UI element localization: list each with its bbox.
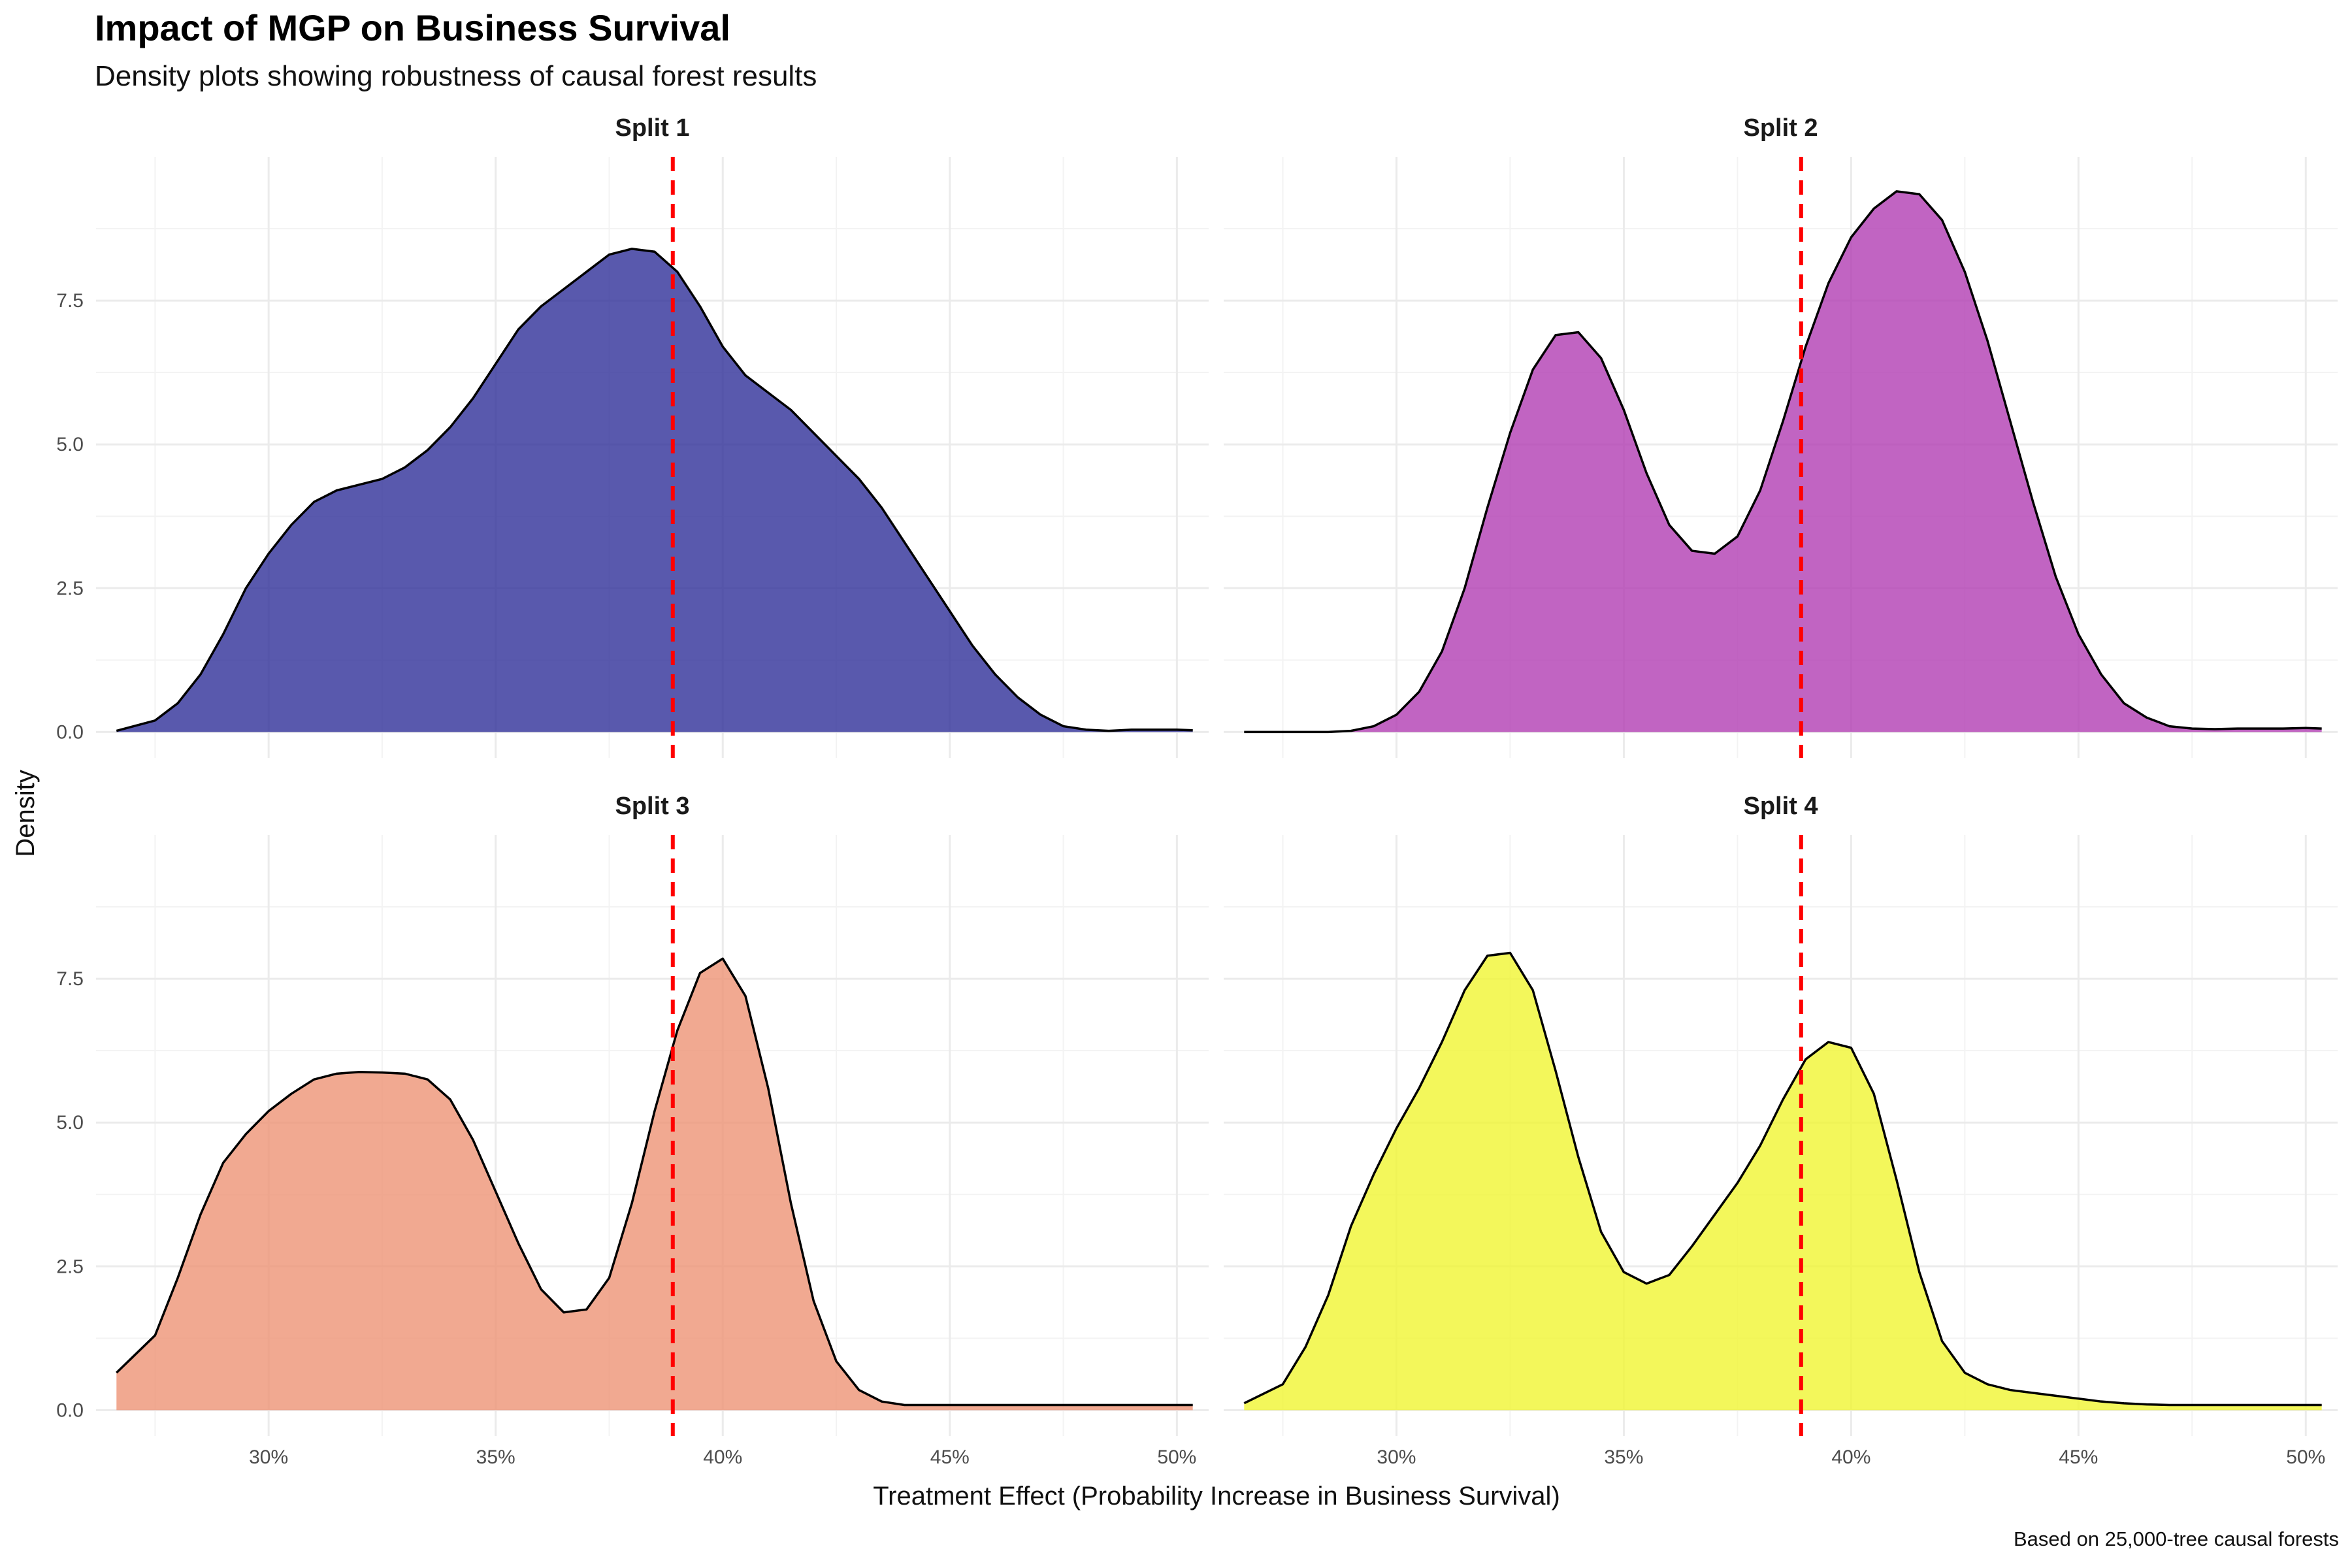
x-tick-label: 35% [1604, 1446, 1643, 1468]
x-tick-label: 45% [930, 1446, 970, 1468]
density-outline-split-4 [1243, 951, 2322, 1407]
density-area-split-4 [1244, 953, 2322, 1411]
x-tick-label: 40% [703, 1446, 742, 1468]
x-tick-label: 50% [1157, 1446, 1196, 1468]
y-tick-label: 7.5 [56, 968, 84, 990]
panel-split-3: Split 3 0.0 2.5 5.0 7.5 30% 35% 40% 45% 50% [56, 792, 1209, 1468]
x-tick-label: 30% [1377, 1446, 1416, 1468]
strip-label-split-3: Split 3 [615, 792, 689, 820]
panel-split-4: Split 4 30% 35% 40% 45% 50% [1224, 792, 2338, 1468]
density-area-split-2 [1244, 191, 2322, 732]
panel-split-1: Split 1 0.0 2.5 5.0 7.5 [56, 114, 1209, 758]
y-tick-label: 2.5 [56, 578, 84, 599]
x-tick-label: 45% [2059, 1446, 2098, 1468]
density-outline-split-3 [116, 957, 1193, 1407]
y-axis-title: Density [11, 770, 40, 857]
y-tick-label: 0.0 [56, 1399, 84, 1421]
strip-label-split-1: Split 1 [615, 114, 689, 142]
x-tick-label: 35% [476, 1446, 515, 1468]
density-outline-split-1 [116, 248, 1193, 732]
x-tick-label: 50% [2286, 1446, 2325, 1468]
y-tick-label: 5.0 [56, 1112, 84, 1134]
x-axis-title: Treatment Effect (Probability Increase i… [873, 1482, 1560, 1511]
density-area-split-1 [116, 248, 1193, 732]
panel-split-2: Split 2 [1224, 114, 2338, 758]
y-tick-label: 0.0 [56, 721, 84, 743]
density-area-split-3 [116, 958, 1193, 1411]
x-tick-label: 30% [249, 1446, 288, 1468]
chart-caption: Based on 25,000-tree causal forests [2013, 1527, 2339, 1550]
y-tick-label: 7.5 [56, 290, 84, 312]
x-tick-label: 40% [1831, 1446, 1870, 1468]
density-outline-split-2 [1244, 190, 2322, 734]
y-tick-label: 5.0 [56, 434, 84, 455]
y-tick-label: 2.5 [56, 1256, 84, 1277]
strip-label-split-4: Split 4 [1743, 792, 1818, 820]
chart-subtitle: Density plots showing robustness of caus… [95, 60, 817, 92]
chart-title: Impact of MGP on Business Survival [95, 7, 730, 48]
strip-label-split-2: Split 2 [1743, 114, 1818, 142]
